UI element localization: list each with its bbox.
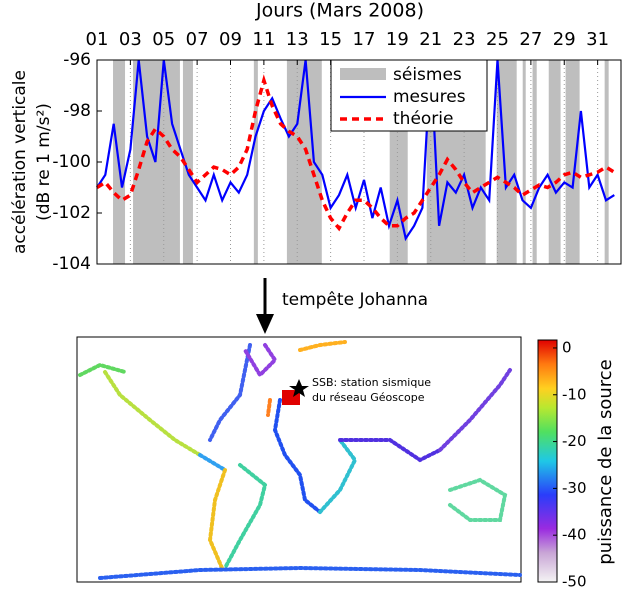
series-line (96, 59, 615, 242)
x-tick-label: 25 (486, 29, 509, 50)
x-tick-label: 01 (86, 29, 109, 50)
seismic-band (522, 60, 526, 264)
y-axis-title: (dB re 1 m/s²) (34, 103, 54, 221)
x-tick-label: 29 (553, 29, 576, 50)
x-tick-label: 09 (219, 29, 242, 50)
colorbar-tick-label: -20 (562, 432, 587, 450)
series-line (96, 74, 616, 232)
x-tick-label: 05 (152, 29, 175, 50)
seismic-band (548, 60, 561, 264)
station-label: du réseau Géoscope (312, 391, 425, 404)
colorbar-tick-label: 0 (562, 338, 572, 356)
station-label: SSB: station sismique (312, 376, 431, 389)
colorbar-tick-label: -10 (562, 385, 587, 403)
y-tick-label: -100 (52, 152, 91, 172)
y-axis-title: accélération verticale (10, 70, 30, 254)
x-tick-label: 11 (252, 29, 275, 50)
x-tick-label: 23 (453, 29, 476, 50)
y-tick-label: -98 (63, 101, 91, 121)
colorbar-title: puissance de la source (595, 359, 616, 564)
y-tick-label: -104 (52, 254, 91, 274)
y-tick-label: -96 (63, 50, 91, 70)
annotation: tempête Johanna (282, 290, 428, 310)
seismic-band (253, 60, 258, 264)
legend-label: mesures (393, 87, 466, 107)
x-tick-label: 21 (419, 29, 442, 50)
seismic-band (604, 60, 609, 264)
x-tick-label: 31 (586, 29, 609, 50)
seismic-band (565, 60, 580, 264)
x-tick-label: 17 (353, 29, 376, 50)
colorbar-tick-label: -30 (562, 479, 587, 497)
x-tick-label: 27 (519, 29, 542, 50)
colorbar-tick-label: -40 (562, 526, 587, 544)
seismic-band (532, 60, 537, 264)
x-tick-label: 03 (119, 29, 142, 50)
legend-label: théorie (393, 109, 453, 129)
colorbar (537, 339, 558, 583)
x-tick-label: 19 (386, 29, 409, 50)
x-tick-label: 13 (286, 29, 309, 50)
x-tick-label: 15 (319, 29, 342, 50)
legend-label: séismes (393, 65, 462, 85)
colorbar-tick-label: -50 (562, 573, 587, 591)
x-tick-label: 07 (186, 29, 209, 50)
seismic-band (286, 60, 322, 264)
map-frame (76, 336, 522, 583)
map-coasts (78, 340, 522, 580)
x-axis-title: Jours (Mars 2008) (255, 0, 424, 22)
arrow (256, 278, 274, 334)
y-tick-label: -102 (52, 203, 91, 223)
seismic-band (182, 60, 193, 264)
legend-swatch (340, 68, 386, 80)
